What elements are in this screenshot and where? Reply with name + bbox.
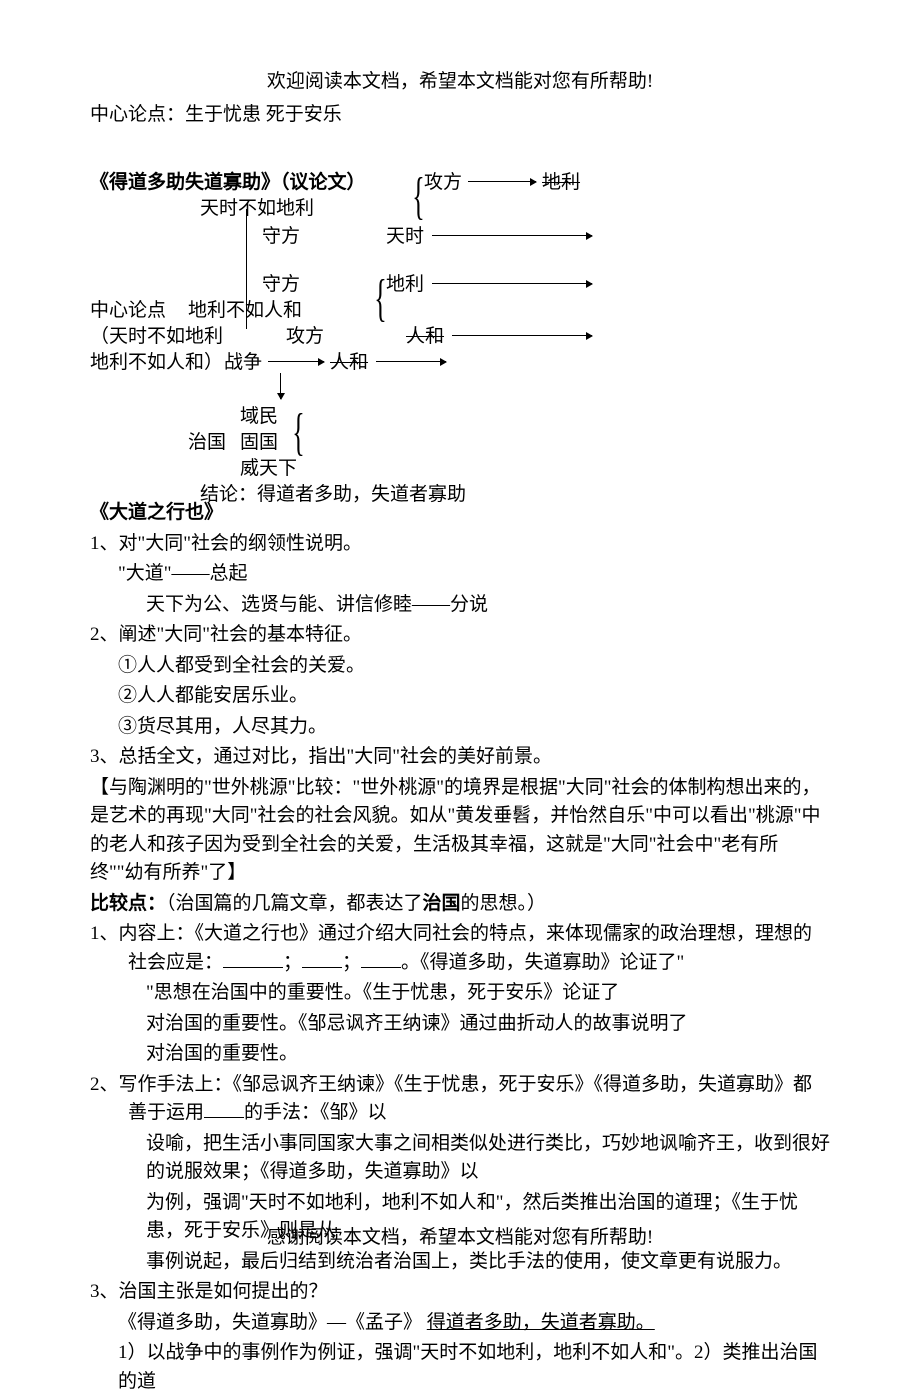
c1d: 对治国的重要性。《邹忌讽齐王纳谏》通过曲折动人的故事说明了 xyxy=(90,1010,830,1039)
blank-2 xyxy=(302,949,342,968)
node-weitianxia: 威天下 xyxy=(240,455,297,484)
arrow-5 xyxy=(268,361,324,362)
central-thesis: 中心论点：生于忧患 死于安乐 xyxy=(90,101,830,130)
dadao-p2: 2、阐述"大同"社会的基本特征。 xyxy=(90,621,830,650)
brace-2: { xyxy=(374,273,386,325)
dadao-p2a: ①人人都受到全社会的关爱。 xyxy=(90,652,830,681)
c2b: 的手法：《邹》以 xyxy=(244,1102,387,1123)
c1b: 。《得道多助，失道寡助》论证了" xyxy=(401,952,684,973)
node-renhe-2: 人和 xyxy=(330,349,368,378)
dadao-p1b: 天下为公、选贤与能、讲信修睦——分说 xyxy=(90,591,830,620)
compare-title-c: 治国 xyxy=(423,893,461,914)
node-tianshi-lt-dili: 天时不如地利 xyxy=(200,195,314,224)
c3a: 《得道多助，失道寡助》—《孟子》 得道者多助，失道者寡助。 xyxy=(90,1309,830,1338)
node-attack: 攻方 xyxy=(424,169,462,198)
compare-title-a: 比较点： xyxy=(90,893,166,914)
node-defend-2: 守方 xyxy=(262,271,300,300)
c2c: 设喻，把生活小事同国家大事之间相类似处进行类比，巧妙地讽喻齐王，收到很好的说服效… xyxy=(90,1130,830,1187)
arrow-6 xyxy=(376,361,446,362)
c3b: 1）以战争中的事例作为例证，强调"天时不如地利，地利不如人和"。2）类推出治国的… xyxy=(90,1339,830,1396)
brace-1: { xyxy=(412,171,424,223)
blank-1 xyxy=(223,949,283,968)
node-tianshi: 天时 xyxy=(386,223,424,252)
arrow-down xyxy=(280,373,281,399)
dadao-note: 【与陶渊明的"世外桃源"比较："世外桃源"的境界是根据"大同"社会的体制构想出来… xyxy=(90,774,830,888)
footer-note: 感谢阅读本文档，希望本文档能对您有所帮助! xyxy=(0,1224,920,1253)
node-guguo: 固国 xyxy=(240,429,278,458)
conclusion: 结论：得道者多助，失道者寡助 xyxy=(200,481,466,510)
compare-section: 比较点：（治国篇的几篇文章，都表达了治国的思想。） 1、内容上：《大道之行也》通… xyxy=(90,890,830,1396)
arrow-3 xyxy=(432,283,592,284)
compare-title-d: 的思想。） xyxy=(461,893,547,914)
arrow-2 xyxy=(432,235,592,236)
center-sub1: （天时不如地利 xyxy=(90,323,223,352)
diagram-area: 《得道多助失道寡助》（议论文） 攻方 地利 天时不如地利 { 守方 天时 守方 … xyxy=(90,169,830,499)
dadao-p2b: ②人人都能安居乐业。 xyxy=(90,682,830,711)
arrow-4 xyxy=(452,335,592,336)
compare-title-b: （治国篇的几篇文章，都表达了 xyxy=(166,893,423,914)
c3a-1: 《得道多助，失道寡助》—《孟子》 xyxy=(118,1312,422,1333)
c3a-2: 得道者多助，失道者寡助。 xyxy=(427,1312,655,1333)
node-defend-1: 守方 xyxy=(262,223,300,252)
dadao-p1a: "大道"——总起 xyxy=(90,560,830,589)
c2a: 2、写作手法上：《邹忌讽齐王纳谏》《生于忧患，死于安乐》《得道多助，失道寡助》都… xyxy=(90,1074,812,1124)
center-sub2: 地利不如人和） xyxy=(90,349,223,378)
node-dili-lt-renhe: 地利不如人和 xyxy=(188,297,302,326)
node-dili-2: 地利 xyxy=(386,271,424,300)
brace-3: { xyxy=(292,407,304,459)
dadao-p1: 1、对"大同"社会的纲领性说明。 xyxy=(90,530,830,559)
node-attack-2: 攻方 xyxy=(286,323,324,352)
c1e: 对治国的重要性。 xyxy=(90,1040,830,1069)
compare-1: 1、内容上：《大道之行也》通过介绍大同社会的特点，来体现儒家的政治理想，理想的社… xyxy=(90,920,830,977)
blank-3 xyxy=(361,949,401,968)
node-yumin: 域民 xyxy=(240,403,278,432)
node-dili-strike: 地利 xyxy=(542,169,580,198)
node-renhe-strike: 人和 xyxy=(406,323,444,352)
compare-2: 2、写作手法上：《邹忌讽齐王纳谏》《生于忧患，死于安乐》《得道多助，失道寡助》都… xyxy=(90,1071,830,1128)
arrow-1 xyxy=(468,181,536,182)
compare-3: 3、治国主张是如何提出的？ xyxy=(90,1278,830,1307)
diagram-title: 《得道多助失道寡助》（议论文） xyxy=(90,169,366,198)
compare-title: 比较点：（治国篇的几篇文章，都表达了治国的思想。） xyxy=(90,890,830,919)
center-label: 中心论点 xyxy=(90,297,166,326)
node-war: 战争 xyxy=(224,349,262,378)
dadao-p3: 3、总括全文，通过对比，指出"大同"社会的美好前景。 xyxy=(90,743,830,772)
c1c: "思想在治国中的重要性。《生于忧患，死于安乐》论证了 xyxy=(90,979,830,1008)
dadao-section: 《大道之行也》 1、对"大同"社会的纲领性说明。 "大道"——总起 天下为公、选… xyxy=(90,499,830,888)
node-gov: 治国 xyxy=(188,429,226,458)
header-note: 欢迎阅读本文档，希望本文档能对您有所帮助! xyxy=(90,68,830,97)
dadao-p2c: ③货尽其用，人尽其力。 xyxy=(90,713,830,742)
blank-4 xyxy=(204,1099,244,1118)
